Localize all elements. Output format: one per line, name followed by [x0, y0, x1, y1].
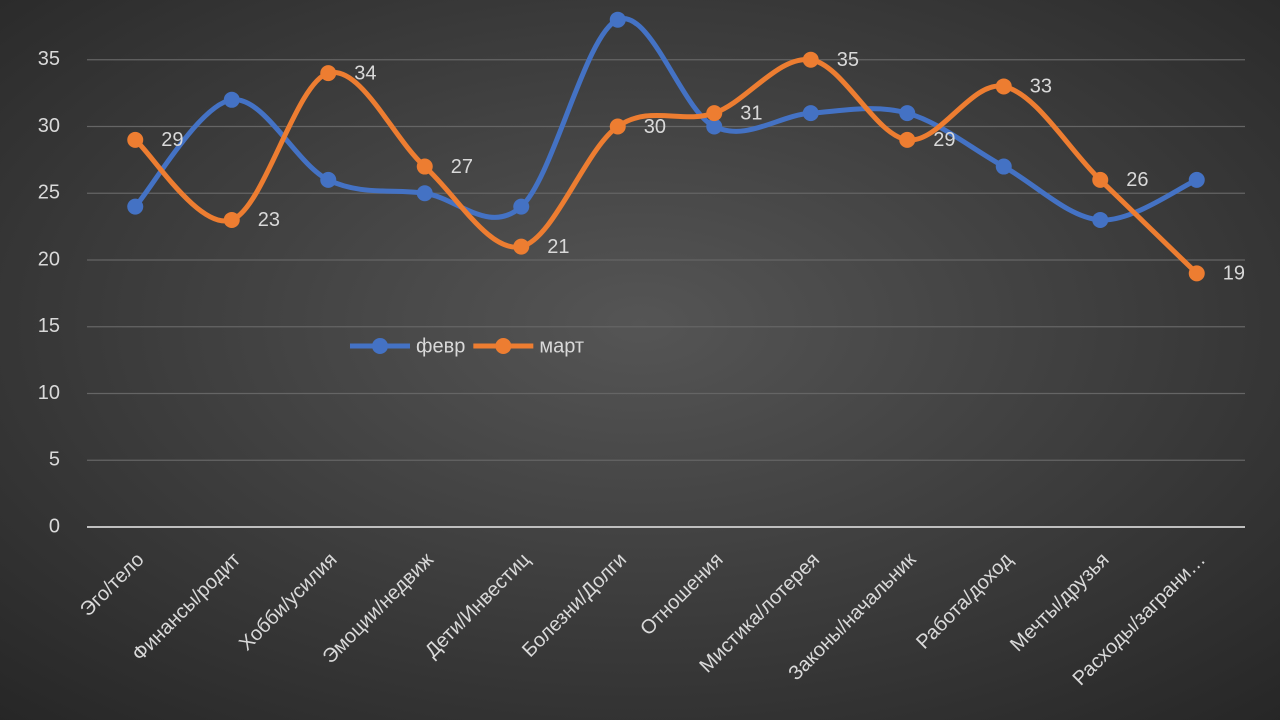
point	[513, 198, 530, 215]
data-label: 29	[161, 129, 183, 151]
y-tick-label: 40	[38, 0, 60, 3]
data-label: 19	[1223, 263, 1245, 285]
y-tick-label: 0	[49, 515, 60, 537]
point	[127, 198, 144, 215]
data-label: 23	[258, 209, 280, 231]
legend-label: февр	[416, 335, 465, 357]
data-label: 31	[740, 102, 762, 124]
point	[1092, 171, 1109, 188]
point	[1188, 265, 1205, 282]
legend-marker	[495, 338, 512, 354]
y-tick-label: 25	[38, 182, 60, 204]
y-tick-label: 5	[49, 449, 60, 471]
data-label: 35	[837, 49, 859, 71]
point	[127, 131, 144, 148]
legend-marker	[372, 338, 388, 354]
point	[513, 238, 530, 255]
point	[995, 158, 1012, 175]
data-label: 29	[933, 129, 955, 151]
point	[802, 51, 819, 68]
data-label: 30	[644, 116, 666, 138]
point	[223, 91, 240, 108]
data-label: 26	[1126, 169, 1148, 191]
y-tick-label: 15	[38, 315, 60, 337]
point	[1188, 171, 1205, 188]
legend-label: март	[539, 335, 584, 357]
point	[899, 131, 916, 148]
point	[706, 105, 723, 122]
point	[802, 105, 819, 122]
y-tick-label: 20	[38, 248, 60, 270]
point	[706, 118, 723, 135]
point	[416, 158, 433, 175]
point	[320, 65, 337, 82]
point	[609, 118, 626, 135]
point	[1092, 211, 1109, 228]
point	[899, 105, 916, 122]
point	[995, 78, 1012, 95]
point	[416, 185, 433, 202]
point	[223, 211, 240, 228]
point	[609, 11, 626, 28]
y-tick-label: 35	[38, 48, 60, 70]
data-label: 33	[1030, 76, 1052, 98]
data-label: 21	[547, 236, 569, 258]
data-label: 34	[354, 62, 376, 84]
y-tick-label: 10	[38, 382, 60, 404]
point	[320, 171, 337, 188]
data-label: 27	[451, 156, 473, 178]
y-tick-label: 30	[38, 115, 60, 137]
